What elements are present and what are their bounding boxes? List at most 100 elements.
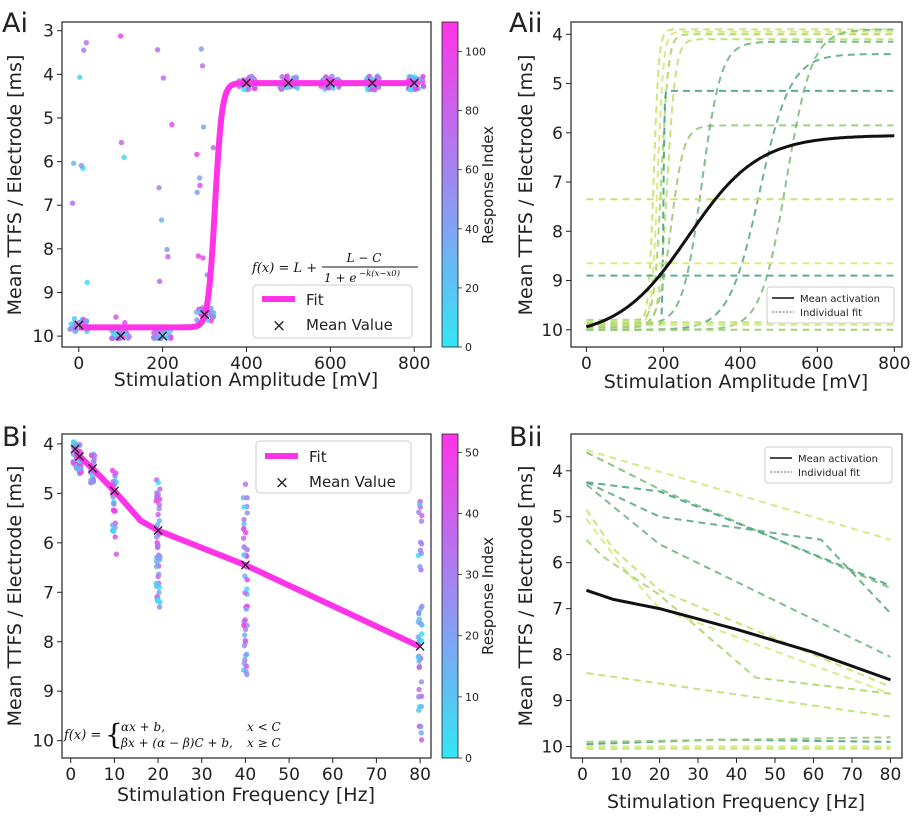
- ai-scatter-point: [195, 253, 202, 259]
- ai-colorbar-tick-label: 80: [465, 105, 479, 118]
- aii-marks: [585, 28, 895, 331]
- ai-scatter-point: [83, 318, 89, 324]
- bi-scatter-point: [243, 651, 250, 657]
- bi-scatter-point: [156, 502, 162, 508]
- bi-scatter-point: [153, 558, 160, 565]
- ai-scatter-point: [169, 121, 175, 128]
- bii-x-tick-label: 10: [610, 765, 632, 785]
- bi-y-tick-label: 4: [43, 435, 54, 455]
- ai-y-tick-label: 5: [43, 109, 54, 129]
- bi-legend-mean-label: Mean Value: [309, 473, 396, 491]
- panel-label-bii: Bii: [509, 422, 543, 453]
- bi-scatter-point: [112, 534, 118, 540]
- bi-scatter-point: [419, 622, 425, 628]
- bi-scatter-point: [76, 466, 82, 473]
- ai-legend-mean-label: Mean Value: [306, 316, 393, 334]
- bi-colorbar-gradient: [441, 433, 459, 759]
- bii-y-tick-label: 4: [552, 462, 563, 482]
- bii-legend: Mean activation Individual fit: [764, 446, 893, 484]
- ai-formula: f(x) = L + L − C 1 + e −k(x−x0): [251, 251, 418, 285]
- ai-mean-marker: ×: [156, 326, 169, 345]
- bi-formula: f(x) = { αx + b, x < C βx + (α − β)C + b…: [63, 718, 281, 751]
- ai-mean-marker: ×: [324, 73, 337, 92]
- bi-scatter-point: [241, 622, 247, 629]
- bii-y-tick-label: 10: [541, 738, 563, 758]
- bi-scatter-point: [155, 542, 161, 548]
- bi-scatter-point: [154, 490, 160, 496]
- ai-ticks: 0 200 400 600 800 3 4 5 6 7 8 9 10: [32, 22, 430, 374]
- bi-scatter-point: [241, 552, 247, 558]
- bi-scatter-point: [419, 631, 425, 637]
- ai-y-tick-label: 8: [43, 240, 54, 260]
- bii-mean-activation-line: [585, 588, 892, 682]
- panel-label-aii: Aii: [509, 8, 542, 39]
- ai-scatter-point: [415, 80, 421, 86]
- panel-bii: Bii 0 10 20 30 40 50 60 70 80 4 5 6 7 8 9 10 Stimulatio…: [509, 422, 903, 813]
- ai-scatter-point: [83, 39, 90, 46]
- bi-scatter-point: [244, 577, 250, 583]
- ai-mean-marker: ×: [366, 73, 379, 92]
- bi-scatter-point: [113, 551, 120, 557]
- bi-scatter-point: [241, 516, 247, 523]
- bi-scatter-point: [418, 730, 424, 736]
- ai-scatter-point: [77, 74, 83, 80]
- bi-scatter-point: [111, 501, 117, 507]
- ai-scatter-point: [112, 331, 118, 338]
- ai-scatter-point: [158, 217, 165, 223]
- bi-scatter-point: [88, 452, 95, 458]
- bii-x-axis-label: Stimulation Frequency [Hz]: [607, 791, 865, 813]
- ai-scatter-point: [413, 86, 419, 92]
- ai-scatter-point: [420, 73, 426, 80]
- bii-legend-individual-label: Individual fit: [798, 468, 860, 479]
- bi-x-tick-label: 80: [409, 765, 431, 785]
- bi-x-tick-label: 40: [235, 765, 257, 785]
- bi-colorbar-tick-label: 20: [465, 630, 479, 643]
- bi-x-tick-label: 30: [191, 765, 213, 785]
- bi-scatter-point: [242, 637, 249, 644]
- ai-scatter-point: [154, 47, 161, 53]
- bi-scatter-point: [242, 617, 248, 623]
- bi-scatter-point: [416, 501, 423, 508]
- ai-scatter-point: [73, 325, 79, 331]
- aii-y-tick-label: 6: [552, 124, 563, 144]
- aii-y-tick-label: 7: [552, 173, 563, 193]
- bi-scatter-point: [111, 528, 117, 535]
- ai-scatter-point: [284, 73, 290, 79]
- bi-scatter-point: [415, 654, 421, 660]
- aii-y-tick-label: 4: [552, 25, 563, 45]
- ai-y-tick-label: 9: [43, 283, 54, 303]
- bi-x-axis-label: Stimulation Frequency [Hz]: [117, 784, 375, 806]
- bi-scatter-point: [242, 529, 249, 536]
- bi-scatter-point: [155, 511, 161, 518]
- bi-scatter-point: [241, 632, 248, 638]
- bi-scatter-point: [243, 669, 249, 675]
- aii-y-tick-label: 10: [541, 321, 563, 341]
- bi-mean-marker: ×: [413, 637, 426, 656]
- aii-y-tick-label: 8: [552, 222, 563, 242]
- ai-x-tick-label: 800: [398, 354, 430, 374]
- bii-ticks: 0 10 20 30 40 50 60 70 80 4 5 6 7 8 9 10: [541, 462, 901, 785]
- bii-y-tick-label: 9: [552, 692, 563, 712]
- bi-legend-fit-label: Fit: [309, 448, 327, 466]
- ai-colorbar-tick-label: 0: [465, 341, 472, 354]
- aii-legend-individual-label: Individual fit: [800, 308, 862, 319]
- ai-scatter-point: [279, 74, 285, 80]
- panel-label-bi: Bi: [2, 422, 28, 453]
- bi-legend-mean-marker: ×: [275, 473, 289, 493]
- aii-x-tick-label: 600: [801, 354, 833, 374]
- aii-x-tick-label: 800: [878, 354, 910, 374]
- bi-colorbar-tick-label: 50: [465, 446, 479, 459]
- aii-x-tick-label: 400: [724, 354, 756, 374]
- bi-colorbar-tick-label: 40: [465, 507, 479, 520]
- bi-scatter-point: [241, 504, 247, 510]
- ai-scatter-point: [70, 160, 77, 167]
- bii-individual-fit-line: [586, 736, 891, 743]
- bii-x-tick-label: 20: [649, 765, 671, 785]
- aii-legend-box: [766, 286, 895, 324]
- bii-individual-fit-line: [585, 451, 891, 589]
- aii-legend-mean-label: Mean activation: [800, 294, 880, 305]
- bi-scatter-point: [243, 606, 250, 612]
- bi-y-tick-label: 9: [43, 682, 54, 702]
- bi-legend: Fit × Mean Value: [255, 440, 412, 494]
- bi-scatter-point: [155, 479, 161, 486]
